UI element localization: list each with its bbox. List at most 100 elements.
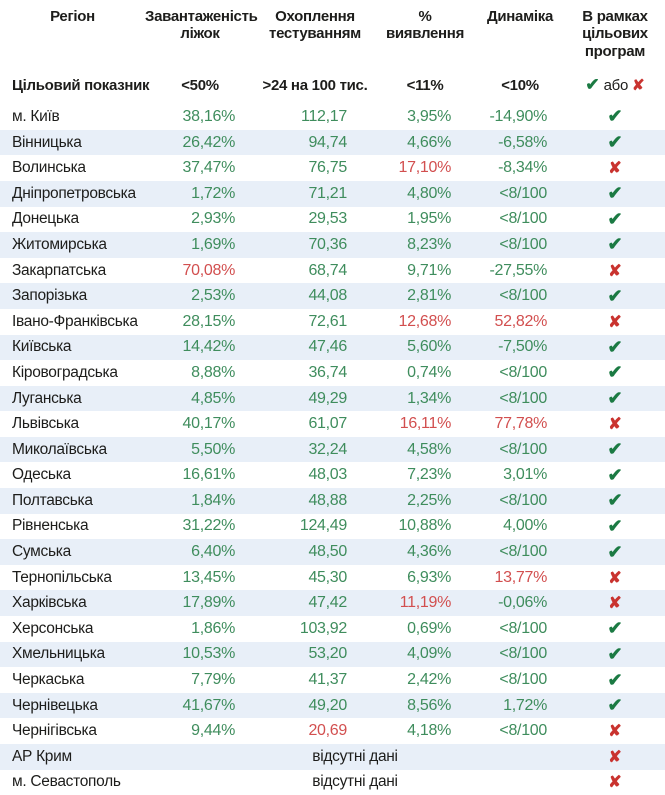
table-row: Вінницька 26,42% 94,74 4,66% -6,58% ✔ <box>0 129 665 156</box>
testing-coverage-value: 70,36 <box>308 235 347 253</box>
check-icon: ✔ <box>607 285 623 306</box>
dynamics-value: <8/100 <box>499 491 547 509</box>
bed-occupancy-value: 17,89% <box>182 594 236 612</box>
table-row: Донецька 2,93% 29,53 1,95% <8/100 ✔ <box>0 207 665 233</box>
dynamics-value: 77,78% <box>494 415 548 433</box>
table-row: м. Севастополь відсутні дані ✘ <box>0 770 665 795</box>
bed-occupancy-value: 2,53% <box>191 287 235 305</box>
target-or-label: або <box>603 77 629 95</box>
table-row: Харківська 17,89% 47,42 11,19% -0,06% ✘ <box>0 590 665 617</box>
dynamics-value: <8/100 <box>499 184 547 202</box>
bed-occupancy-value: 37,47% <box>182 159 236 177</box>
check-icon: ✔ <box>607 106 623 127</box>
target-program-legend: ✔ або ✘ <box>565 66 665 104</box>
no-data-label: відсутні дані <box>312 747 398 765</box>
table-row: Тернопільська 13,45% 45,30 6,93% 13,77% ✘ <box>0 565 665 591</box>
bed-occupancy-value: 40,17% <box>182 415 236 433</box>
check-icon: ✔ <box>607 490 623 511</box>
table-row: Кіровоградська 8,88% 36,74 0,74% <8/100 ✔ <box>0 360 665 386</box>
dynamics-value: <8/100 <box>499 235 547 253</box>
testing-coverage-value: 45,30 <box>308 568 347 586</box>
dynamics-value: -6,58% <box>498 133 547 151</box>
bed-occupancy-value: 6,40% <box>191 543 235 561</box>
testing-coverage-value: 29,53 <box>308 210 347 228</box>
table-row: АР Крим відсутні дані ✘ <box>0 744 665 770</box>
bed-occupancy-value: 16,61% <box>182 466 236 484</box>
table-row: Одеська 16,61% 48,03 7,23% 3,01% ✔ <box>0 462 665 488</box>
header-row: Регіон Завантаженість ліжок Охоплення те… <box>0 0 665 66</box>
testing-coverage-value: 49,20 <box>308 696 347 714</box>
detection-rate-value: 17,10% <box>398 159 452 177</box>
detection-rate-value: 2,25% <box>407 491 451 509</box>
table-row: Львівська 40,17% 61,07 16,11% 77,78% ✘ <box>0 411 665 437</box>
cross-icon: ✘ <box>608 262 622 280</box>
detection-rate-value: 16,11% <box>399 415 452 433</box>
bed-occupancy-value: 1,72% <box>191 184 235 202</box>
bed-occupancy-value: 26,42% <box>182 133 236 151</box>
cross-icon: ✘ <box>608 569 622 587</box>
check-icon: ✔ <box>607 132 623 153</box>
bed-occupancy-value: 8,88% <box>191 363 235 381</box>
check-icon: ✔ <box>607 464 623 485</box>
table-row: Сумська 6,40% 48,50 4,36% <8/100 ✔ <box>0 539 665 565</box>
bed-occupancy-value: 38,16% <box>182 107 236 125</box>
dynamics-value: <8/100 <box>499 619 547 637</box>
testing-coverage-value: 47,46 <box>308 338 347 356</box>
dynamics-value: 3,01% <box>503 466 547 484</box>
detection-rate-value: 7,23% <box>407 466 451 484</box>
detection-rate-value: 2,42% <box>407 671 451 689</box>
region-name: Луганська <box>12 389 82 407</box>
detection-rate-value: 4,18% <box>407 722 451 740</box>
dynamics-value: 1,72% <box>503 696 547 714</box>
testing-coverage-value: 71,21 <box>308 184 347 202</box>
detection-rate-value: 0,69% <box>407 619 451 637</box>
column-header-target-programs: В рамках цільових програм <box>582 8 648 60</box>
region-name: м. Київ <box>12 107 60 125</box>
table-row: Миколаївська 5,50% 32,24 4,58% <8/100 ✔ <box>0 436 665 463</box>
region-name: Харківська <box>12 594 87 612</box>
column-header-detection-rate: % виявлення <box>385 8 465 43</box>
table-row: Черкаська 7,79% 41,37 2,42% <8/100 ✔ <box>0 667 665 693</box>
testing-coverage-value: 48,88 <box>308 491 347 509</box>
testing-coverage-value: 48,50 <box>308 543 347 561</box>
cross-icon: ✘ <box>608 313 622 331</box>
detection-rate-value: 12,68% <box>398 312 452 330</box>
table-row: Закарпатська 70,08% 68,74 9,71% -27,55% ✘ <box>0 258 665 284</box>
testing-coverage-value: 48,03 <box>308 466 347 484</box>
bed-occupancy-value: 5,50% <box>191 440 235 458</box>
cross-icon: ✘ <box>608 416 622 434</box>
detection-rate-value: 10,88% <box>398 517 452 535</box>
bed-occupancy-value: 9,44% <box>191 722 235 740</box>
testing-coverage-value: 76,75 <box>308 159 347 177</box>
target-row: Цільовий показник <50% >24 на 100 тис. <… <box>0 66 665 104</box>
bed-occupancy-value: 4,85% <box>191 389 235 407</box>
detection-rate-value: 2,81% <box>407 287 451 305</box>
table-row: Запорізька 2,53% 44,08 2,81% <8/100 ✔ <box>0 283 665 309</box>
check-icon: ✔ <box>607 439 623 460</box>
check-icon: ✔ <box>607 669 623 690</box>
table-row: Рівненська 31,22% 124,49 10,88% 4,00% ✔ <box>0 514 665 540</box>
cross-icon: ✘ <box>608 723 622 741</box>
region-name: Полтавська <box>12 491 93 509</box>
check-icon: ✔ <box>585 75 600 95</box>
bed-occupancy-value: 28,15% <box>182 312 236 330</box>
testing-coverage-value: 53,20 <box>308 645 347 663</box>
dynamics-value: <8/100 <box>499 389 547 407</box>
dynamics-value: <8/100 <box>499 210 547 228</box>
detection-rate-value: 5,60% <box>407 338 451 356</box>
dynamics-value: <8/100 <box>499 722 547 740</box>
check-icon: ✔ <box>607 336 623 357</box>
detection-rate-value: 6,93% <box>407 568 451 586</box>
region-name: Вінницька <box>12 133 82 151</box>
target-testing-coverage: >24 на 100 тис. <box>262 76 368 94</box>
detection-rate-value: 4,09% <box>407 645 451 663</box>
detection-rate-value: 4,58% <box>407 440 451 458</box>
column-header-dynamics: Динаміка <box>486 8 554 25</box>
dynamics-value: <8/100 <box>499 363 547 381</box>
bed-occupancy-value: 14,42% <box>182 338 236 356</box>
dynamics-value: -14,90% <box>489 107 548 125</box>
detection-rate-value: 4,36% <box>407 543 451 561</box>
detection-rate-value: 11,19% <box>399 594 452 612</box>
check-icon: ✔ <box>607 695 623 716</box>
detection-rate-value: 3,95% <box>407 107 451 125</box>
